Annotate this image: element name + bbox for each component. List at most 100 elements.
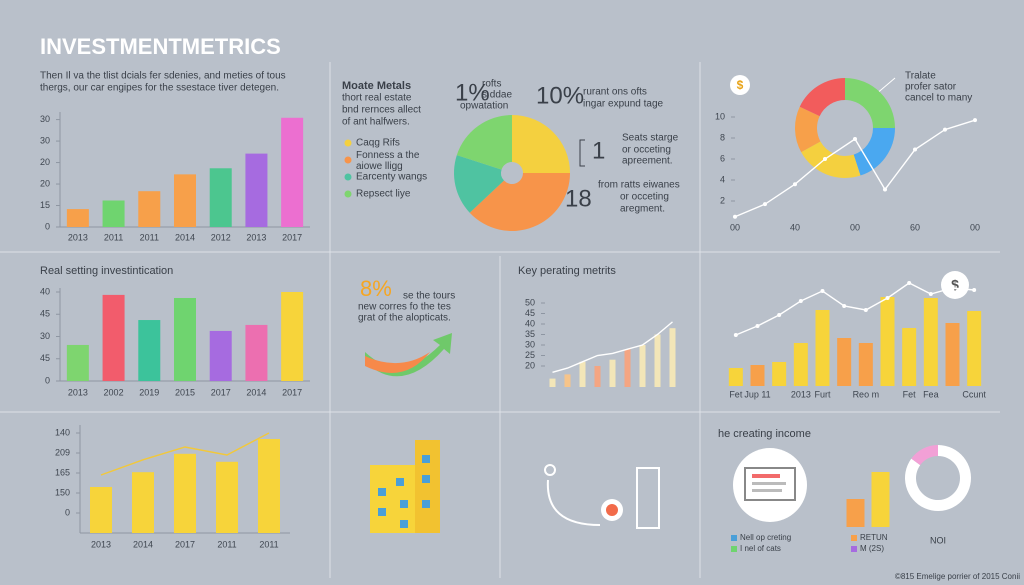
y-tick-label: 30 [40, 114, 50, 124]
y-tick-label: 150 [55, 487, 70, 497]
x-tick-label: 2011 [104, 232, 123, 242]
legend-swatch [344, 139, 352, 147]
y-tick-label: 50 [525, 297, 535, 307]
y-tick-label: 45 [40, 353, 50, 363]
bar [654, 334, 661, 387]
promo-value: 8% [360, 276, 392, 301]
point [907, 281, 912, 285]
bar [281, 117, 304, 227]
x-tick-label: 00 [970, 222, 980, 232]
bar [66, 209, 89, 227]
point [885, 296, 890, 300]
bar [793, 343, 808, 386]
y-tick-label: 20 [40, 178, 50, 188]
bar [609, 359, 616, 387]
legend-swatch [851, 535, 857, 541]
bar [209, 330, 232, 381]
bar [880, 297, 895, 386]
bar [639, 345, 646, 387]
panel-text: bnd rernces allect [342, 105, 421, 116]
slice [456, 115, 512, 170]
point [733, 333, 738, 337]
y-tick-label: 45 [40, 309, 50, 319]
promo-text: new corres fo the tes [358, 302, 451, 313]
x-tick-label: 2017 [282, 387, 302, 397]
y-tick-label: 165 [55, 467, 70, 477]
point [733, 214, 737, 219]
x-tick-label: Reo m [853, 389, 880, 399]
y-tick-label: 20 [40, 157, 50, 167]
y-tick-label: 45 [525, 308, 535, 318]
bar [174, 174, 196, 227]
panel-title: Moate Metals [342, 80, 411, 92]
callout-text: or occeting [622, 145, 671, 156]
y-tick-label: 10 [715, 111, 725, 121]
icon [941, 271, 969, 299]
slice [845, 78, 895, 128]
note-text: Tralate [905, 71, 936, 82]
x-tick-label: 2019 [139, 387, 159, 397]
bar [837, 338, 852, 386]
bar [858, 343, 873, 386]
bar [564, 374, 571, 387]
legend-label: Earcenty wangs [356, 172, 427, 183]
x-tick-label: 40 [790, 222, 800, 232]
bar [258, 439, 280, 533]
slice [795, 106, 821, 153]
x-tick-label: 2013 [68, 232, 88, 242]
callout-text: opwatation [460, 101, 508, 112]
legend-label: Caqg Rifs [356, 138, 400, 149]
point [853, 137, 857, 142]
x-tick-label: 2011 [217, 539, 236, 549]
legend-swatch [731, 535, 737, 541]
bar [579, 361, 586, 387]
legend-swatch [344, 173, 352, 181]
legend-label: I nel of cats [740, 544, 781, 553]
panel-title: he creating income [718, 428, 811, 440]
x-tick-label: 2012 [211, 232, 231, 242]
bar [216, 461, 238, 533]
x-tick-label: 2014 [246, 387, 266, 397]
line [100, 432, 270, 476]
icon-text: $ [951, 277, 959, 293]
panel-text: of ant halfwers. [342, 117, 410, 128]
legend-label: NOI [930, 535, 946, 545]
bar [90, 487, 112, 533]
y-tick-label: 4 [720, 174, 725, 184]
y-tick-label: 30 [40, 331, 50, 341]
y-tick-label: 0 [45, 375, 50, 385]
point [950, 286, 955, 290]
bar [174, 298, 196, 381]
slice [801, 141, 861, 178]
page-title: INVESTMENTMETRICS [40, 34, 281, 59]
slice [799, 78, 845, 117]
x-tick-label: 2011 [259, 539, 278, 549]
callout-text: rofts [482, 79, 501, 90]
point [973, 118, 977, 123]
point [763, 202, 767, 207]
legend-label: Repsect liye [356, 189, 411, 200]
bar [138, 191, 161, 227]
bar [967, 311, 982, 386]
legend-swatch [851, 546, 857, 552]
y-tick-label: 20 [525, 360, 535, 370]
x-tick-label: 00 [730, 222, 740, 232]
y-tick-label: 40 [40, 286, 50, 296]
y-tick-label: 35 [525, 329, 535, 339]
callout-value: 1% [455, 79, 490, 106]
x-tick-label: Ccunt [962, 389, 986, 399]
note-text: cancel to many [905, 93, 972, 104]
note-text: profer sator [905, 82, 957, 93]
building-icon [370, 440, 440, 533]
slice [853, 128, 895, 176]
point [842, 304, 847, 308]
x-tick-label: 2014 [175, 232, 195, 242]
subtitle: thergs, our car engipes for the ssestace… [40, 83, 279, 94]
bar [245, 324, 268, 381]
bar [669, 328, 676, 387]
y-tick-label: 8 [720, 132, 725, 142]
panel-text: thort real estate [342, 93, 412, 104]
x-tick-label: Jup 11 [744, 389, 770, 399]
callout-text: s ddae [482, 90, 512, 101]
